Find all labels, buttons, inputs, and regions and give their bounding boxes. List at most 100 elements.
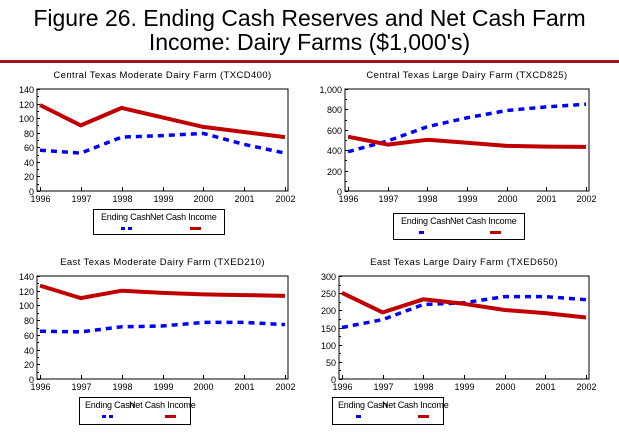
x-tick-label: 2001	[234, 382, 254, 392]
legend-label-ending-cash: Ending Cash	[338, 400, 388, 410]
legend-swatch-net-cash-income	[490, 231, 501, 234]
y-tick-label: 20	[24, 172, 34, 182]
legend-label-net-cash-income: Net Cash Income	[129, 400, 196, 410]
y-tick-label: 400	[327, 146, 342, 156]
legend-swatch-ending-cash	[128, 227, 132, 230]
y-tick-label: 120	[19, 287, 34, 297]
y-tick-label: 0	[29, 375, 34, 385]
legend-swatch-ending-cash	[102, 415, 106, 418]
legend-label-ending-cash: Ending Cash	[401, 216, 451, 226]
legend-box	[393, 213, 525, 240]
plot-frame	[344, 88, 590, 192]
legend-swatch-net-cash-income	[165, 415, 176, 418]
y-tick-label: 40	[24, 346, 34, 356]
x-tick-label: 2001	[535, 382, 555, 392]
x-tick-label: 1999	[457, 194, 477, 204]
x-tick-label: 1996	[30, 382, 50, 392]
y-tick-label: 100	[19, 301, 34, 311]
x-tick-label: 1997	[71, 382, 91, 392]
legend-box	[79, 397, 191, 425]
series-ending-cash-line	[39, 320, 286, 334]
x-tick-label: 1997	[373, 382, 393, 392]
y-tick-label: 60	[24, 331, 34, 341]
chart-title: East Texas Moderate Dairy Farm (TXED210)	[60, 257, 265, 268]
figure-title-line-2: Income: Dairy Farms ($1,000's)	[148, 29, 471, 55]
x-tick-label: 1996	[338, 194, 358, 204]
figure-title-line-1: Figure 26. Ending Cash Reserves and Net …	[33, 5, 586, 31]
y-tick-label: 600	[327, 126, 342, 136]
x-tick-label: 2000	[193, 382, 213, 392]
x-tick-label: 1998	[417, 194, 437, 204]
chart-panel-2: Central Texas Large Dairy Farm (TXCD825)…	[319, 70, 597, 240]
legend-swatch-ending-cash	[109, 415, 113, 418]
y-tick-label: 150	[321, 324, 336, 334]
x-tick-label: 1999	[454, 382, 474, 392]
series-ending-cash-line	[39, 131, 286, 155]
legend-label-ending-cash: Ending Cash	[101, 212, 151, 222]
plot-frame	[36, 88, 289, 192]
series-net-cash-income-line	[347, 134, 587, 149]
legend-label-ending-cash: Ending Cash	[85, 400, 135, 410]
x-tick-label: 2001	[536, 194, 556, 204]
y-tick-label: 140	[19, 272, 34, 282]
chart-title: Central Texas Large Dairy Farm (TXCD825)	[366, 70, 567, 81]
plot-frame	[36, 275, 289, 380]
series-net-cash-income-line	[39, 283, 286, 301]
legend-swatch-ending-cash	[356, 415, 361, 418]
y-tick-label: 120	[19, 100, 34, 110]
y-tick-label: 0	[337, 187, 342, 197]
y-tick-label: 800	[327, 105, 342, 115]
y-tick-label: 80	[24, 129, 34, 139]
x-tick-label: 1997	[71, 194, 91, 204]
y-tick-label: 0	[331, 375, 336, 385]
legend-swatch-net-cash-income	[418, 415, 429, 418]
y-tick-label: 300	[321, 272, 336, 282]
y-tick-label: 1,000	[319, 85, 342, 95]
x-tick-label: 2002	[275, 382, 295, 392]
series-net-cash-income-line	[39, 103, 286, 140]
y-tick-label: 0	[29, 187, 34, 197]
x-tick-label: 2002	[576, 194, 596, 204]
x-tick-label: 2002	[275, 194, 295, 204]
y-tick-label: 200	[321, 306, 336, 316]
x-tick-label: 1999	[153, 194, 173, 204]
chart-panel-3: East Texas Moderate Dairy Farm (TXED210)…	[19, 257, 296, 425]
y-tick-label: 200	[327, 167, 342, 177]
y-tick-label: 250	[321, 289, 336, 299]
y-tick-label: 140	[19, 85, 34, 95]
y-tick-label: 50	[326, 358, 336, 368]
y-tick-label: 40	[24, 158, 34, 168]
y-tick-label: 100	[321, 341, 336, 351]
x-tick-label: 1998	[112, 194, 132, 204]
legend-label-net-cash-income: Net Cash Income	[450, 216, 517, 226]
legend-label-net-cash-income: Net Cash Income	[382, 400, 449, 410]
legend-swatch-ending-cash	[419, 231, 424, 234]
x-tick-label: 2001	[234, 194, 254, 204]
y-tick-label: 80	[24, 316, 34, 326]
legend-box	[93, 209, 225, 235]
y-tick-label: 20	[24, 360, 34, 370]
y-tick-label: 100	[19, 114, 34, 124]
legend-label-net-cash-income: Net Cash Income	[150, 212, 217, 222]
chart-title: East Texas Large Dairy Farm (TXED650)	[370, 257, 558, 268]
plot-frame	[338, 275, 590, 380]
title-divider	[0, 60, 619, 63]
chart-panel-1: Central Texas Moderate Dairy Farm (TXCD4…	[19, 70, 296, 235]
x-tick-label: 1999	[153, 382, 173, 392]
x-tick-label: 2002	[576, 382, 596, 392]
chart-panel-4: East Texas Large Dairy Farm (TXED650) 0 50…	[321, 257, 597, 425]
y-tick-label: 60	[24, 143, 34, 153]
x-tick-label: 1996	[30, 194, 50, 204]
x-tick-label: 1998	[112, 382, 132, 392]
x-tick-label: 1996	[332, 382, 352, 392]
figure-title: Figure 26. Ending Cash Reserves and Net …	[0, 6, 619, 54]
legend-swatch-ending-cash	[121, 227, 125, 230]
x-tick-label: 2000	[495, 382, 515, 392]
x-tick-label: 1998	[413, 382, 433, 392]
legend-box	[332, 397, 444, 425]
